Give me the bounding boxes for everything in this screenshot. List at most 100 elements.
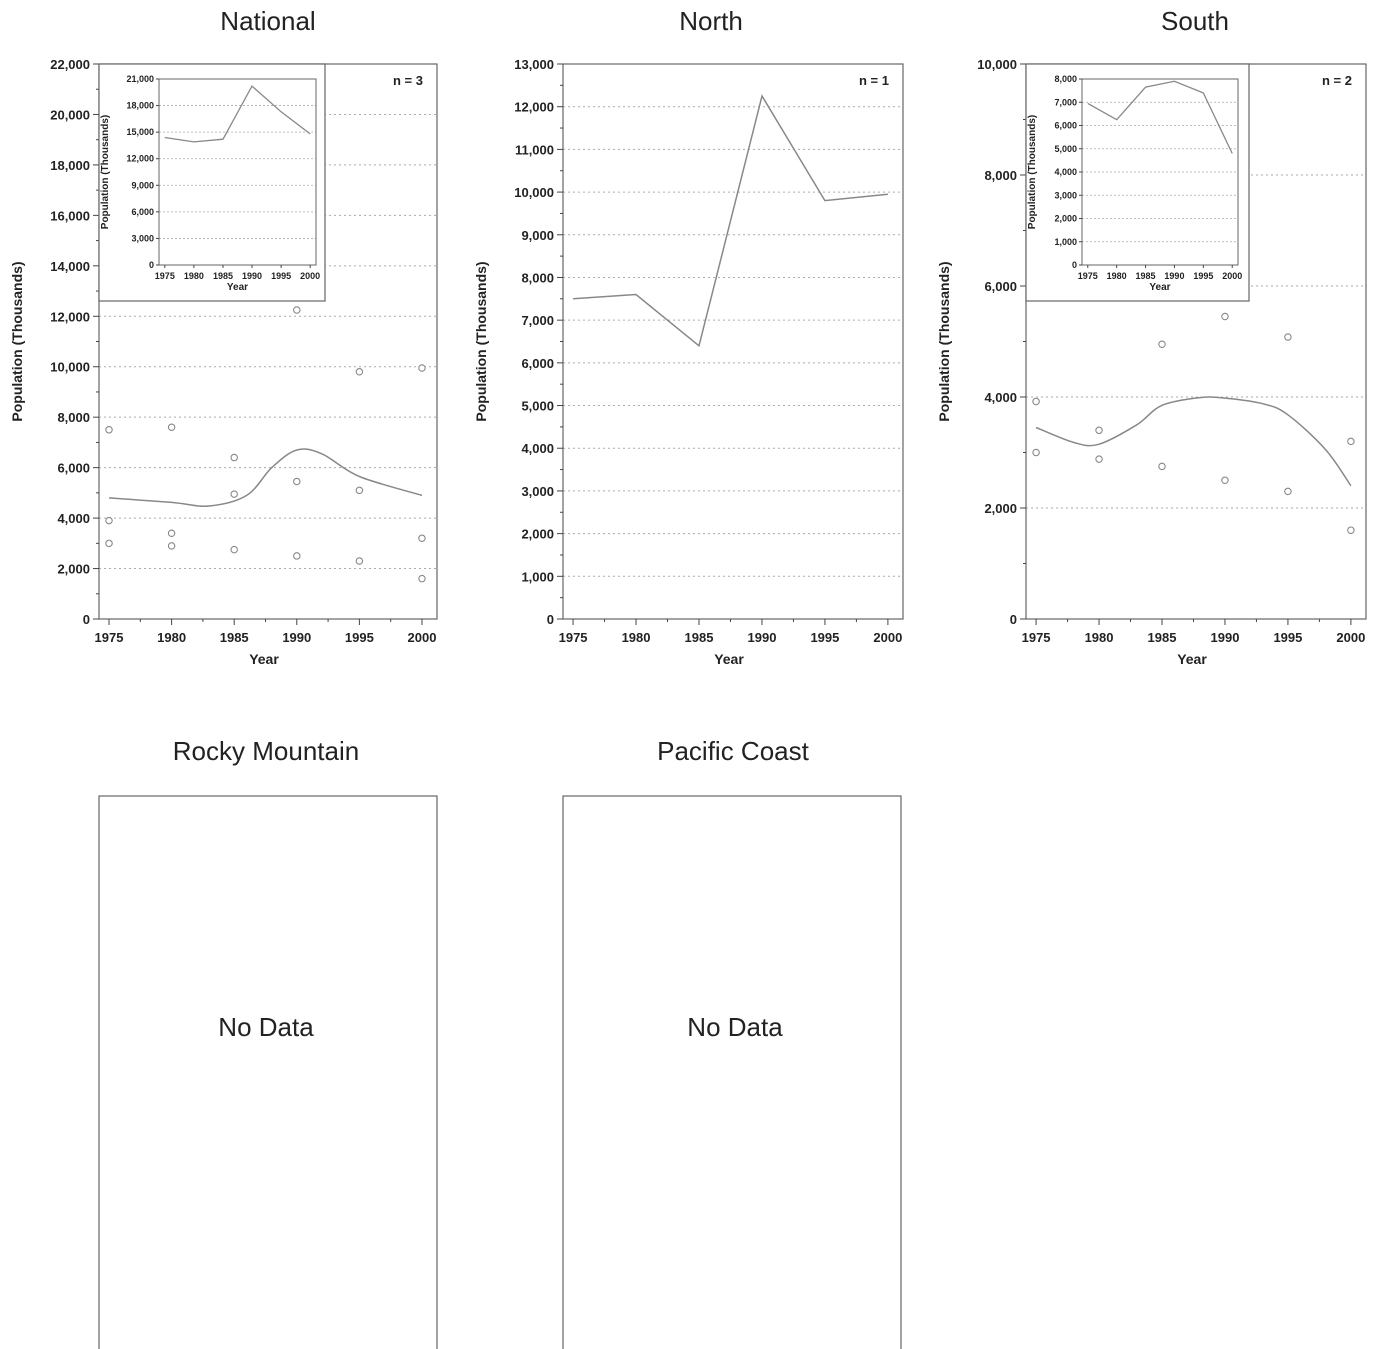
y-tick-label: 2,000 bbox=[984, 501, 1017, 516]
x-tick-label: 1995 bbox=[1273, 630, 1302, 645]
no-data-message: No Data bbox=[218, 1012, 314, 1042]
y-tick-label: 3,000 bbox=[521, 484, 554, 499]
y-tick-label: 0 bbox=[1010, 612, 1017, 627]
x-tick-label: 1985 bbox=[220, 630, 249, 645]
x-tick-label: 1975 bbox=[95, 630, 124, 645]
x-tick-label: 1995 bbox=[810, 630, 839, 645]
empty-plot-frame bbox=[562, 795, 902, 1349]
data-point bbox=[1347, 437, 1355, 446]
inset-y-tick-label: 4,000 bbox=[1054, 167, 1077, 177]
y-tick-label: 9,000 bbox=[521, 228, 554, 243]
data-point bbox=[355, 486, 364, 495]
chart-2: South 0 2,000 4,000 6,000 8,000 10,000 1975 1980… bbox=[936, 6, 1367, 667]
chart-0: National 0 2,000 4,000 6,000 8,000 10,000 12,00… bbox=[9, 6, 438, 667]
data-point bbox=[167, 423, 176, 432]
inset-y-tick-label: 12,000 bbox=[126, 154, 154, 164]
data-point bbox=[1284, 333, 1292, 341]
data-point bbox=[167, 542, 176, 550]
data-point bbox=[1095, 426, 1103, 435]
y-tick-label: 2,000 bbox=[57, 562, 90, 577]
y-tick-label: 20,000 bbox=[50, 107, 90, 122]
x-tick-label: 1980 bbox=[622, 630, 651, 645]
y-tick-label: 16,000 bbox=[50, 208, 90, 223]
y-tick-label: 10,000 bbox=[50, 360, 90, 375]
inset-series-line bbox=[1087, 80, 1233, 154]
y-tick-label: 8,000 bbox=[984, 168, 1017, 183]
inset-x-tick-label: 1995 bbox=[271, 271, 291, 281]
y-axis-label: Population (Thousands) bbox=[9, 261, 25, 421]
plot-frame bbox=[562, 63, 904, 620]
inset-x-tick-label: 1985 bbox=[1136, 271, 1156, 281]
inset-y-tick-label: 3,000 bbox=[1054, 190, 1077, 200]
x-axis-label: Year bbox=[714, 651, 744, 667]
inset-y-tick-label: 3,000 bbox=[131, 233, 154, 243]
chart-title: South bbox=[1161, 6, 1229, 36]
inset-x-tick-label: 2000 bbox=[300, 271, 320, 281]
inset-y-tick-label: 0 bbox=[1072, 260, 1077, 270]
y-tick-label: 22,000 bbox=[50, 57, 90, 72]
inset-y-tick-label: 5,000 bbox=[1054, 144, 1077, 154]
data-point bbox=[1347, 526, 1355, 534]
inset-x-tick-label: 1995 bbox=[1193, 271, 1213, 281]
y-tick-label: 0 bbox=[547, 612, 554, 627]
inset-plot-frame bbox=[158, 78, 317, 266]
y-tick-label: 18,000 bbox=[50, 158, 90, 173]
inset-x-tick-label: 1980 bbox=[1107, 271, 1127, 281]
data-point bbox=[293, 477, 301, 486]
inset-chart: 0 3,000 6,000 9,000 12,000 15,000 18,000 21,000… bbox=[98, 63, 326, 302]
data-point bbox=[418, 534, 426, 543]
x-axis-label: Year bbox=[249, 651, 279, 667]
chart-title: National bbox=[220, 6, 315, 36]
data-point bbox=[105, 539, 113, 548]
x-tick-label: 1980 bbox=[1085, 630, 1114, 645]
x-tick-label: 1995 bbox=[345, 630, 374, 645]
y-tick-label: 0 bbox=[83, 612, 90, 627]
inset-x-axis-label: Year bbox=[1149, 282, 1170, 293]
data-point bbox=[418, 364, 426, 372]
smooth-curve bbox=[108, 448, 423, 507]
inset-y-axis-label: Population (Thousands) bbox=[1027, 115, 1038, 229]
data-point bbox=[293, 306, 301, 314]
x-tick-label: 1990 bbox=[748, 630, 777, 645]
n-annotation: n = 3 bbox=[393, 73, 423, 88]
y-tick-label: 11,000 bbox=[515, 142, 554, 157]
n-annotation: n = 1 bbox=[859, 73, 889, 88]
inset-y-tick-label: 15,000 bbox=[126, 127, 154, 137]
x-tick-label: 1975 bbox=[1022, 630, 1051, 645]
inset-x-tick-label: 2000 bbox=[1222, 271, 1242, 281]
inset-y-tick-label: 6,000 bbox=[1054, 121, 1077, 131]
chart-4: Pacific Coast No Data bbox=[562, 736, 902, 1349]
inset-y-tick-label: 0 bbox=[149, 260, 154, 270]
x-tick-label: 1990 bbox=[282, 630, 311, 645]
y-tick-label: 12,000 bbox=[514, 100, 554, 115]
data-point bbox=[1221, 312, 1229, 321]
x-tick-label: 1980 bbox=[157, 630, 186, 645]
y-tick-label: 1,000 bbox=[521, 569, 554, 584]
data-point bbox=[230, 453, 238, 462]
inset-frame bbox=[1025, 63, 1250, 302]
inset-frame bbox=[98, 63, 326, 302]
inset-series-line bbox=[164, 85, 311, 143]
y-tick-label: 10,000 bbox=[977, 57, 1017, 72]
y-tick-label: 7,000 bbox=[521, 313, 554, 328]
y-tick-label: 4,000 bbox=[521, 441, 554, 456]
inset-y-tick-label: 21,000 bbox=[126, 74, 154, 84]
y-axis-label: Population (Thousands) bbox=[936, 261, 952, 421]
y-tick-label: 4,000 bbox=[984, 390, 1017, 405]
y-axis-label: Population (Thousands) bbox=[473, 261, 489, 421]
data-point bbox=[1032, 448, 1040, 457]
x-axis-label: Year bbox=[1177, 651, 1207, 667]
data-point bbox=[167, 529, 176, 537]
y-tick-label: 8,000 bbox=[57, 410, 90, 425]
data-point bbox=[418, 574, 426, 583]
data-point bbox=[230, 490, 238, 498]
n-annotation: n = 2 bbox=[1322, 73, 1352, 88]
chart-3: Rocky Mountain No Data bbox=[98, 736, 438, 1349]
x-tick-label: 2000 bbox=[873, 630, 902, 645]
inset-y-tick-label: 9,000 bbox=[131, 180, 154, 190]
data-point bbox=[105, 426, 113, 434]
x-tick-label: 1990 bbox=[1211, 630, 1240, 645]
y-tick-label: 13,000 bbox=[514, 57, 554, 72]
data-point bbox=[1158, 462, 1166, 471]
inset-x-tick-label: 1990 bbox=[242, 271, 262, 281]
